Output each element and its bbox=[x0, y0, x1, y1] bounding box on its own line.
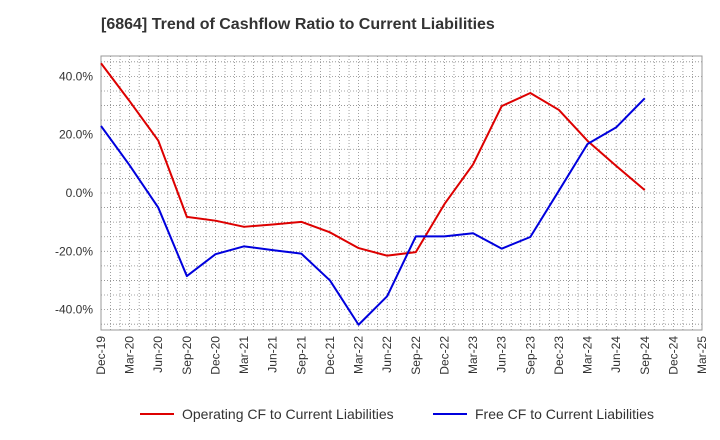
x-tick-label: Sep-20 bbox=[180, 336, 194, 375]
x-tick-label: Dec-21 bbox=[323, 336, 337, 375]
x-tick-label: Mar-25 bbox=[695, 336, 709, 374]
y-tick-label: -40.0% bbox=[55, 303, 93, 317]
x-tick-label: Mar-22 bbox=[352, 336, 366, 374]
series-line-2 bbox=[100, 97, 646, 326]
x-tick-label: Sep-21 bbox=[294, 336, 308, 375]
x-axis-ticks: Dec-19 Mar-20 Jun-20 Sep-20 Dec-20 Mar-21 Jun-… bbox=[94, 336, 709, 375]
series-line-1 bbox=[100, 62, 646, 257]
x-tick-label: Mar-23 bbox=[466, 336, 480, 374]
x-tick-label: Mar-24 bbox=[581, 336, 595, 374]
x-tick-label: Mar-20 bbox=[123, 336, 137, 374]
x-tick-label: Jun-21 bbox=[266, 336, 280, 373]
legend-label: Operating CF to Current Liabilities bbox=[182, 406, 394, 422]
series-layer bbox=[100, 62, 646, 326]
grid-layer bbox=[101, 56, 702, 330]
x-tick-label: Sep-22 bbox=[409, 336, 423, 375]
legend-label: Free CF to Current Liabilities bbox=[475, 406, 654, 422]
x-tick-label: Sep-24 bbox=[638, 336, 652, 375]
x-tick-label: Dec-20 bbox=[208, 336, 222, 375]
x-tick-label: Jun-22 bbox=[380, 336, 394, 373]
x-tick-label: Dec-19 bbox=[94, 336, 108, 375]
y-tick-label: 0.0% bbox=[66, 186, 94, 200]
x-tick-label: Dec-23 bbox=[552, 336, 566, 375]
x-tick-label: Sep-23 bbox=[523, 336, 537, 375]
y-tick-label: 20.0% bbox=[59, 128, 93, 142]
x-tick-label: Dec-24 bbox=[666, 336, 680, 375]
x-tick-label: Mar-21 bbox=[237, 336, 251, 374]
y-axis-ticks: 40.0% 20.0% 0.0% -20.0% -40.0% bbox=[55, 69, 93, 316]
x-tick-label: Jun-24 bbox=[609, 336, 623, 373]
x-tick-label: Jun-23 bbox=[495, 336, 509, 373]
plot-area-frame bbox=[100, 55, 703, 331]
y-tick-label: 40.0% bbox=[59, 69, 93, 83]
x-tick-label: Dec-22 bbox=[437, 336, 451, 375]
x-tick-label: Jun-20 bbox=[151, 336, 165, 373]
y-tick-label: -20.0% bbox=[55, 244, 93, 258]
chart-title: [6864] Trend of Cashflow Ratio to Curren… bbox=[101, 16, 495, 33]
legend: Operating CF to Current Liabilities Free … bbox=[140, 406, 654, 422]
